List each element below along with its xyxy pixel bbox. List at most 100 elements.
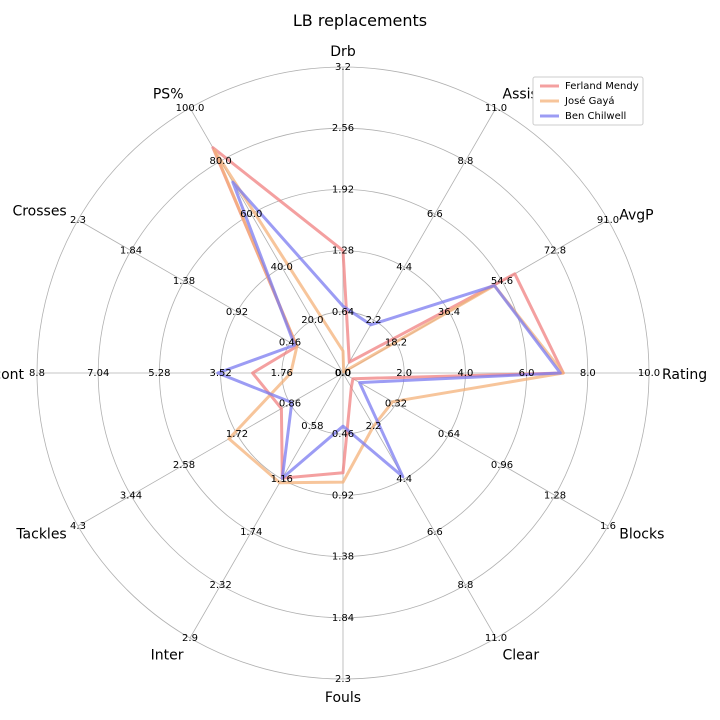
tick-label: 11.0 xyxy=(485,633,507,644)
tick-label: 2.3 xyxy=(335,674,351,685)
tick-label: 2.3 xyxy=(70,215,86,226)
series-line xyxy=(211,146,565,480)
spoke-line xyxy=(342,372,497,639)
tick-label: 2.58 xyxy=(173,460,195,471)
tick-label: 8.8 xyxy=(457,580,473,591)
tick-label: 11.0 xyxy=(485,103,507,114)
tick-label: 0.0 xyxy=(335,368,351,379)
tick-label: 1.74 xyxy=(240,527,262,538)
tick-label: 2.56 xyxy=(332,123,354,134)
tick-label: 1.6 xyxy=(600,521,616,532)
tick-label: 3.52 xyxy=(209,368,231,379)
tick-label: 2.9 xyxy=(182,633,198,644)
tick-label: 4.4 xyxy=(396,474,412,485)
legend-entry: José Gayá xyxy=(564,95,615,107)
tick-label: 1.84 xyxy=(332,613,354,624)
tick-label: 0.0 xyxy=(335,368,351,379)
tick-label: 91.0 xyxy=(597,215,619,226)
tick-label: 0.96 xyxy=(491,460,513,471)
tick-label: 6.0 xyxy=(519,368,535,379)
tick-label: 3.2 xyxy=(335,62,351,73)
tick-label: 2.2 xyxy=(366,421,382,432)
tick-label: 2.0 xyxy=(396,368,412,379)
tick-label: 0.0 xyxy=(335,368,351,379)
tick-label: 0.0 xyxy=(335,368,351,379)
tick-label: 0.92 xyxy=(332,490,354,501)
tick-label: 8.8 xyxy=(457,156,473,167)
tick-label: 0.64 xyxy=(332,307,354,318)
tick-label: 1.92 xyxy=(332,184,354,195)
tick-label: 2.32 xyxy=(209,580,231,591)
tick-label: 6.6 xyxy=(427,209,443,220)
tick-label: 1.38 xyxy=(173,276,195,287)
axis-label: Drb xyxy=(330,44,356,60)
tick-label: 2.2 xyxy=(366,315,382,326)
axis-label: PS% xyxy=(153,87,184,103)
tick-label: 0.32 xyxy=(385,399,407,410)
tick-label: 18.2 xyxy=(385,337,407,348)
tick-label: 4.4 xyxy=(396,262,412,273)
tick-label: 4.0 xyxy=(457,368,473,379)
tick-label: 7.04 xyxy=(87,368,109,379)
tick-label: 8.8 xyxy=(29,368,45,379)
axis-label: AvgP xyxy=(619,208,653,224)
tick-label: 1.72 xyxy=(226,429,248,440)
axis-label: Inter xyxy=(151,647,184,663)
tick-label: 1.28 xyxy=(332,246,354,257)
tick-label: 20.0 xyxy=(301,315,323,326)
tick-label: 4.3 xyxy=(70,521,86,532)
spoke-line xyxy=(342,372,609,527)
axis-label: Dispos_cont xyxy=(0,367,25,383)
tick-label: 60.0 xyxy=(240,209,262,220)
spoke-line xyxy=(189,372,344,639)
tick-label: 1.38 xyxy=(332,552,354,563)
tick-label: 0.0 xyxy=(335,368,351,379)
tick-label: 0.92 xyxy=(226,307,248,318)
tick-label: 0.86 xyxy=(279,399,301,410)
tick-label: 0.0 xyxy=(335,368,351,379)
axis-label: Crosses xyxy=(12,204,66,220)
tick-label: 40.0 xyxy=(271,262,293,273)
tick-label: 0.0 xyxy=(335,368,351,379)
tick-label: 72.8 xyxy=(544,246,566,257)
axis-label: Tackles xyxy=(15,527,66,543)
legend-entry: Ferland Mendy xyxy=(565,81,639,92)
tick-label: 54.6 xyxy=(491,276,513,287)
tick-label: 0.58 xyxy=(301,421,323,432)
tick-label: 6.6 xyxy=(427,527,443,538)
legend-entry: Ben Chilwell xyxy=(565,111,626,122)
tick-label: 100.0 xyxy=(176,103,205,114)
radar-series xyxy=(211,146,565,485)
series-line xyxy=(213,148,565,485)
tick-label: 80.0 xyxy=(209,156,231,167)
axis-label: Blocks xyxy=(619,527,664,543)
tick-label: 0.64 xyxy=(438,429,460,440)
tick-label: 0.0 xyxy=(335,368,351,379)
series-line xyxy=(216,180,562,480)
tick-label: 0.46 xyxy=(332,429,354,440)
tick-labels: 0.00.641.281.922.563.20.02.24.46.68.811.… xyxy=(29,62,660,685)
tick-label: 0.0 xyxy=(335,368,351,379)
tick-label: 0.0 xyxy=(335,368,351,379)
tick-label: 36.4 xyxy=(438,307,460,318)
tick-label: 5.28 xyxy=(148,368,170,379)
legend-frame xyxy=(532,76,644,126)
legend: Ferland Mendy José Gayá Ben Chilwell xyxy=(532,76,644,126)
tick-label: 1.76 xyxy=(271,368,293,379)
tick-label: 0.46 xyxy=(279,337,301,348)
tick-label: 1.28 xyxy=(544,490,566,501)
tick-label: 1.16 xyxy=(271,474,293,485)
tick-label: 3.44 xyxy=(120,490,142,501)
axis-labels: DrbAssistsAvgPRatingBlocksClearFoulsInte… xyxy=(0,44,707,706)
tick-label: 0.0 xyxy=(335,368,351,379)
tick-label: 8.0 xyxy=(580,368,596,379)
tick-label: 10.0 xyxy=(638,368,660,379)
radar-grid xyxy=(36,66,650,680)
axis-label: Clear xyxy=(503,647,540,663)
axis-label: Fouls xyxy=(325,690,361,706)
tick-label: 0.0 xyxy=(335,368,351,379)
axis-label: Rating xyxy=(662,367,707,383)
spoke-line xyxy=(342,107,497,374)
tick-label: 1.84 xyxy=(120,246,142,257)
